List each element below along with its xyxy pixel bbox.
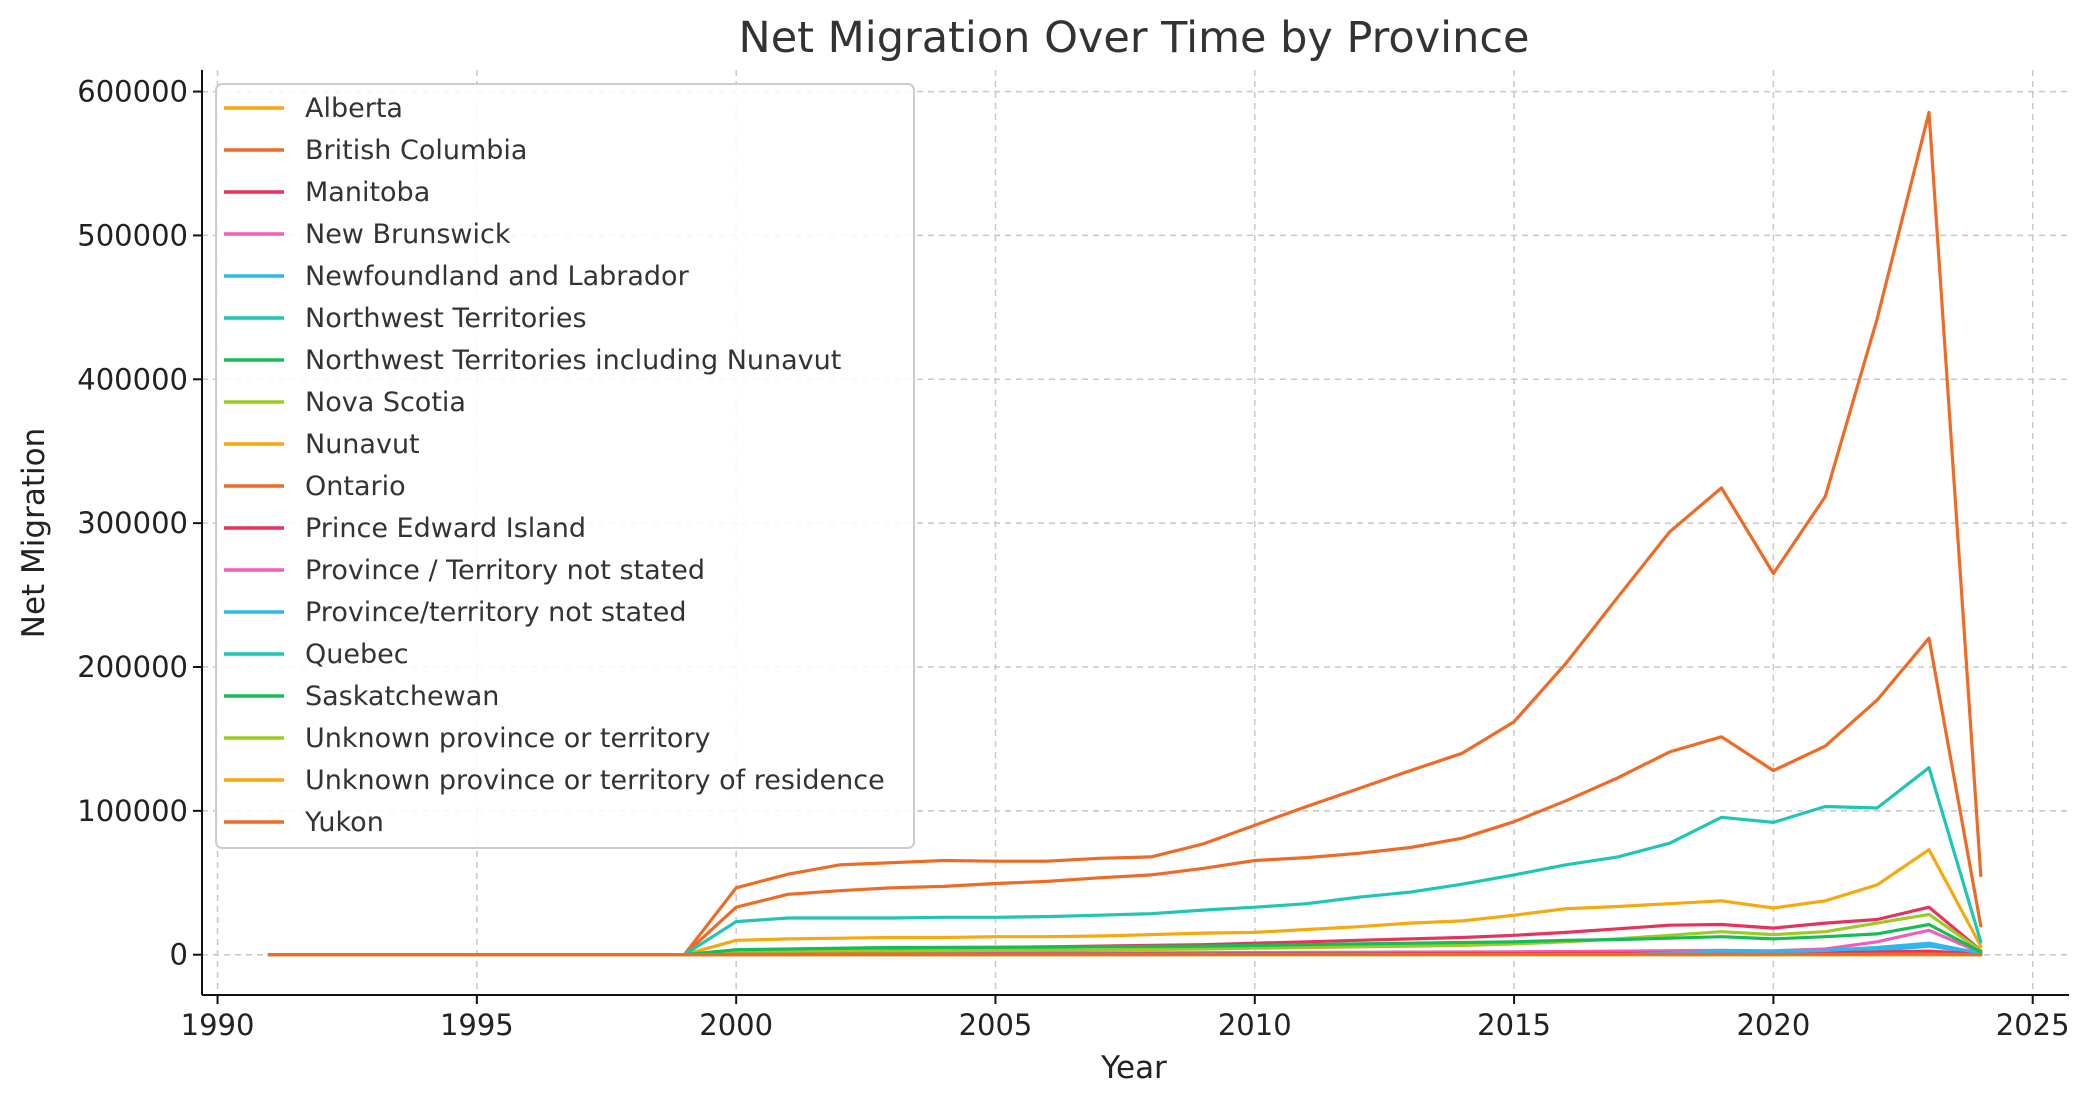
series-line-17	[267, 952, 1983, 957]
x-tick-label: 2005	[959, 1008, 1033, 1042]
legend-item: Province/territory not stated	[224, 597, 687, 628]
legend-item: Northwest Territories including Nunavut	[224, 345, 841, 376]
x-axis-title: Year	[1100, 1050, 1167, 1086]
legend-item: Prince Edward Island	[224, 513, 586, 544]
series-lines	[267, 110, 1983, 957]
axes	[201, 70, 2069, 996]
y-tick-label: 500000	[77, 218, 188, 252]
legend-item: New Brunswick	[224, 219, 511, 250]
y-tick-label: 200000	[77, 650, 188, 684]
legend-item: Unknown province or territory of residen…	[224, 765, 885, 796]
legend-label: Prince Edward Island	[305, 513, 586, 544]
x-tick-label: 2015	[1477, 1008, 1551, 1042]
y-tick-label: 100000	[77, 794, 188, 828]
x-tick-label: 1990	[181, 1008, 255, 1042]
x-tick-label: 2010	[1218, 1008, 1292, 1042]
legend-label: Newfoundland and Labrador	[305, 261, 690, 292]
y-tick-label: 600000	[77, 75, 188, 109]
legend-label: Unknown province or territory of residen…	[305, 765, 885, 796]
x-tick-label: 1995	[440, 1008, 514, 1042]
legend-label: Quebec	[305, 639, 409, 670]
legend-label: Ontario	[305, 471, 406, 502]
legend-item: Manitoba	[224, 177, 430, 208]
legend-label: Manitoba	[305, 177, 430, 208]
legend-item: Northwest Territories	[224, 303, 587, 334]
y-tick-label: 400000	[77, 362, 188, 396]
legend-label: British Columbia	[305, 135, 527, 166]
tick-labels: 1990 1995 2000 2005 2010 2015 2020 2025 0 100000 2…	[77, 75, 2069, 1042]
legend-item: Province / Territory not stated	[224, 555, 705, 586]
legend-item: Ontario	[224, 471, 406, 502]
legend-item: Yukon	[224, 807, 384, 838]
legend-item: Saskatchewan	[224, 681, 499, 712]
legend-label: Saskatchewan	[305, 681, 499, 712]
x-tick-label: 2000	[699, 1008, 773, 1042]
x-tick-label: 2025	[1996, 1008, 2070, 1042]
y-axis-title: Net Migration	[16, 428, 52, 638]
legend-box	[215, 83, 915, 849]
chart-title: Net Migration Over Time by Province	[739, 13, 1530, 63]
y-tick-label: 0	[170, 938, 188, 972]
legend-label: New Brunswick	[305, 219, 511, 250]
legend-label: Yukon	[304, 807, 384, 838]
legend-label: Province/territory not stated	[305, 597, 687, 628]
legend-label: Alberta	[305, 93, 403, 124]
legend-item: Nunavut	[224, 429, 420, 460]
legend-item: Alberta	[224, 93, 403, 124]
legend-item: Unknown province or territory	[224, 723, 711, 754]
legend-label: Unknown province or territory	[305, 723, 711, 754]
legend-label: Northwest Territories including Nunavut	[305, 345, 841, 376]
x-tick-label: 2020	[1736, 1008, 1810, 1042]
legend-item: Quebec	[224, 639, 409, 670]
legend-label: Province / Territory not stated	[305, 555, 705, 586]
legend-item: Newfoundland and Labrador	[224, 261, 690, 292]
legend: Alberta British Columbia Manitoba New Bruns…	[215, 83, 915, 849]
legend-label: Nova Scotia	[305, 387, 466, 418]
y-tick-label: 300000	[77, 506, 188, 540]
legend-item: Nova Scotia	[224, 387, 466, 418]
legend-item: British Columbia	[224, 135, 527, 166]
legend-label: Nunavut	[305, 429, 420, 460]
legend-label: Northwest Territories	[305, 303, 587, 334]
